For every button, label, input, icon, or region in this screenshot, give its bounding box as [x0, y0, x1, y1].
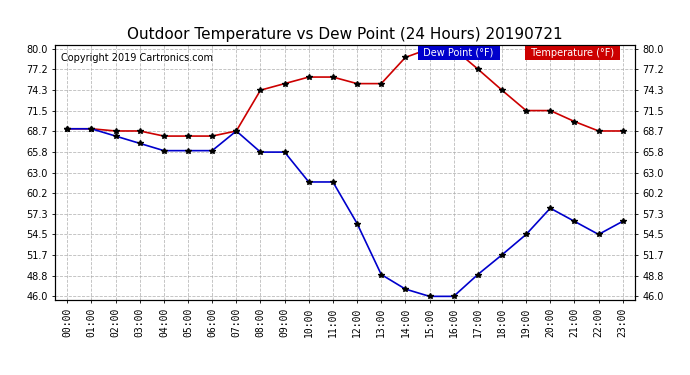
Text: Dew Point (°F): Dew Point (°F) — [420, 48, 497, 57]
Text: Copyright 2019 Cartronics.com: Copyright 2019 Cartronics.com — [61, 53, 213, 63]
Title: Outdoor Temperature vs Dew Point (24 Hours) 20190721: Outdoor Temperature vs Dew Point (24 Hou… — [127, 27, 563, 42]
Text: Temperature (°F): Temperature (°F) — [528, 48, 617, 57]
